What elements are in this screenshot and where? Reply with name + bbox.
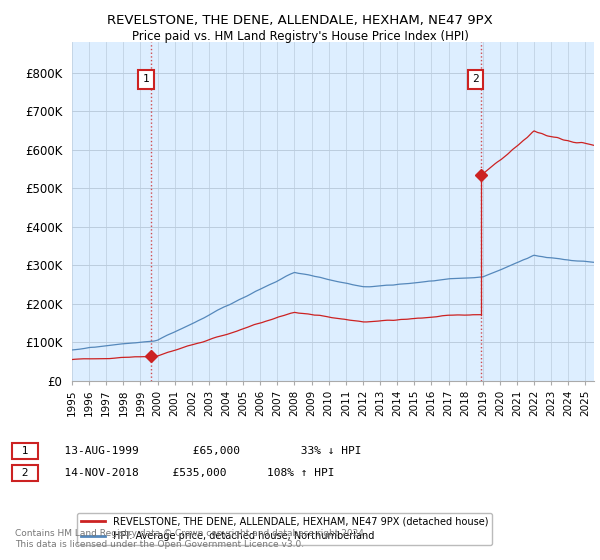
Text: REVELSTONE, THE DENE, ALLENDALE, HEXHAM, NE47 9PX: REVELSTONE, THE DENE, ALLENDALE, HEXHAM,… bbox=[107, 14, 493, 27]
Text: 2: 2 bbox=[472, 74, 479, 84]
Text: 13-AUG-1999        £65,000         33% ↓ HPI: 13-AUG-1999 £65,000 33% ↓ HPI bbox=[51, 446, 361, 456]
Text: Price paid vs. HM Land Registry's House Price Index (HPI): Price paid vs. HM Land Registry's House … bbox=[131, 30, 469, 43]
Text: 14-NOV-2018     £535,000      108% ↑ HPI: 14-NOV-2018 £535,000 108% ↑ HPI bbox=[51, 468, 335, 478]
Text: 1: 1 bbox=[15, 446, 35, 456]
Legend: REVELSTONE, THE DENE, ALLENDALE, HEXHAM, NE47 9PX (detached house), HPI: Average: REVELSTONE, THE DENE, ALLENDALE, HEXHAM,… bbox=[77, 513, 492, 545]
Text: 1: 1 bbox=[143, 74, 149, 84]
Text: 2: 2 bbox=[15, 468, 35, 478]
Text: Contains HM Land Registry data © Crown copyright and database right 2024.
This d: Contains HM Land Registry data © Crown c… bbox=[15, 529, 367, 549]
